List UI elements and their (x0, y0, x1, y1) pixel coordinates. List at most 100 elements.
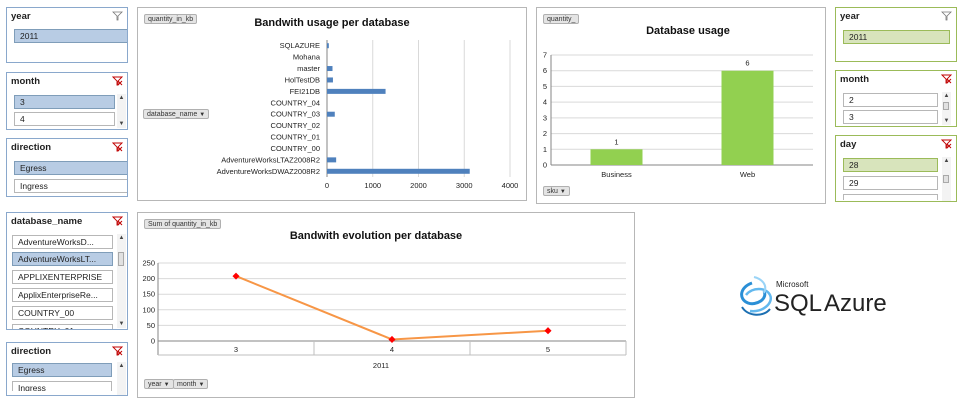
row-field-button[interactable]: sku ▼ (543, 186, 570, 196)
slicer-title: month (11, 76, 41, 87)
clear-filter-icon[interactable] (941, 74, 952, 84)
bar (327, 168, 470, 174)
x-tick-label: 3000 (456, 181, 473, 190)
slicer-item[interactable]: AdventureWorksLT... (12, 252, 113, 266)
clear-filter-icon[interactable] (941, 139, 952, 149)
slicer-item[interactable]: 2 (843, 93, 938, 107)
slicer-item[interactable]: Ingress (14, 179, 127, 193)
y-tick-label: COUNTRY_03 (271, 110, 320, 119)
slicer-direction-bottom: direction Egress Ingress ▲ (6, 342, 128, 396)
slicer-item[interactable]: AdventureWorksD... (12, 235, 113, 249)
slicer-item[interactable] (843, 194, 938, 200)
evolution-chart[interactable]: Sum of quantity_in_kb Bandwith evolution… (137, 212, 635, 398)
scroll-thumb[interactable] (118, 252, 124, 266)
slicer-item[interactable]: 2011 (14, 29, 127, 43)
scroll-up-arrow-icon[interactable]: ▲ (118, 363, 125, 369)
scroll-down-arrow-icon[interactable]: ▼ (118, 321, 125, 327)
azure-swirl-icon (740, 276, 773, 316)
slicer-month: month 3 4 ▲ ▼ (6, 72, 128, 130)
x-tick-label: 3 (234, 345, 238, 354)
slicer-item[interactable]: 29 (843, 176, 938, 190)
y-tick-label: AdventureWorksLTAZ2008R2 (221, 155, 320, 164)
slicer-scrollbar[interactable]: ▲ ▼ (117, 234, 126, 328)
scroll-up-arrow-icon[interactable]: ▲ (118, 95, 125, 101)
slicer-scrollbar[interactable]: ▲ ▼ (117, 94, 126, 128)
y-tick-label: COUNTRY_00 (271, 144, 320, 153)
slicer-item[interactable]: 3 (843, 110, 938, 124)
y-tick-label: 50 (147, 321, 155, 330)
y-tick-label: 0 (543, 161, 547, 170)
bandwidth-plot: 0 1000 2000 3000 4000 SQLAZURE Mohana master Hol… (217, 40, 519, 190)
slicer-item[interactable]: APPLIXENTERPRISE (12, 270, 113, 284)
usage-plot: 0 1 2 3 4 5 6 7 1 Business 6 Web (543, 51, 813, 179)
value-field-button[interactable]: quantity_ (543, 14, 580, 24)
slicer-item[interactable]: 28 (843, 158, 938, 172)
slicer-item[interactable]: Egress (12, 363, 112, 377)
y-tick-label: 1 (543, 145, 547, 154)
value-field-button[interactable]: Sum of quantity_in_kb (144, 219, 222, 229)
clear-filter-icon[interactable] (941, 11, 952, 21)
slicer-item[interactable]: 2011 (843, 30, 950, 44)
scroll-thumb[interactable] (943, 102, 949, 110)
bar (327, 88, 386, 94)
field-label: sku (547, 188, 558, 195)
x-tick-label: Web (740, 170, 755, 179)
chart-title: Database usage (646, 25, 730, 37)
scroll-down-arrow-icon[interactable]: ▼ (118, 121, 125, 127)
slicer-item[interactable]: COUNTRY_01 (12, 324, 113, 329)
slicer-day-right: day 28 29 ▲ (835, 135, 957, 202)
data-point (388, 335, 396, 343)
slicer-item[interactable]: 3 (14, 95, 115, 109)
series-line (235, 275, 549, 341)
axis-field-button-month[interactable]: month ▼ (173, 379, 209, 389)
slicer-title: year (11, 11, 31, 22)
y-tick-label: 5 (543, 82, 547, 91)
clear-filter-icon[interactable] (112, 11, 123, 21)
x-group-label: 2011 (373, 361, 389, 370)
data-point (232, 272, 240, 280)
y-tick-label: 0 (151, 337, 155, 346)
bar (327, 43, 329, 49)
sql-azure-logo: Microsoft SQL Azure (738, 273, 898, 323)
slicer-year: year 2011 (6, 7, 128, 63)
field-label: quantity_in_kb (148, 16, 194, 23)
slicer-item[interactable]: Ingress (12, 381, 112, 391)
row-field-button[interactable]: database_name ▼ (143, 109, 210, 119)
slicer-scrollbar[interactable]: ▲ (117, 362, 126, 395)
scroll-up-arrow-icon[interactable]: ▲ (118, 235, 125, 241)
slicer-scrollbar[interactable]: ▲ ▼ (942, 92, 951, 125)
slicer-title: database_name (11, 216, 83, 227)
slicer-title: month (840, 74, 870, 85)
database-usage-chart[interactable]: quantity_ Database usage sku ▼ 0 1 2 3 4 5 6 7 1 B… (536, 7, 826, 204)
y-tick-label: COUNTRY_01 (271, 133, 320, 142)
scroll-up-arrow-icon[interactable]: ▲ (943, 93, 950, 99)
x-tick-label: 4000 (502, 181, 519, 190)
slicer-month-right: month 2 3 ▲ ▼ (835, 70, 957, 127)
slicer-item[interactable]: ApplixEnterpriseRe... (12, 288, 113, 302)
value-field-button[interactable]: quantity_in_kb (144, 14, 198, 24)
bandwidth-chart[interactable]: quantity_in_kb Bandwith usage per databa… (137, 7, 527, 201)
clear-filter-icon[interactable] (112, 346, 123, 356)
slicer-item[interactable]: 4 (14, 112, 115, 126)
field-label: Sum of quantity_in_kb (148, 221, 218, 228)
slicer-scrollbar[interactable]: ▲ (942, 157, 951, 201)
scroll-thumb[interactable] (943, 175, 949, 183)
slicer-item[interactable]: COUNTRY_00 (12, 306, 113, 320)
clear-filter-icon[interactable] (112, 142, 123, 152)
clear-filter-icon[interactable] (112, 216, 123, 226)
slicer-item[interactable]: Egress (14, 161, 127, 175)
slicer-year-right: year 2011 (835, 7, 957, 62)
field-label: quantity_ (547, 16, 576, 23)
scroll-up-arrow-icon[interactable]: ▲ (943, 158, 950, 164)
y-tick-label: HolTestDB (285, 75, 320, 84)
logo-azure-text: Azure (824, 290, 887, 317)
y-tick-label: 6 (543, 66, 547, 75)
logo-vendor-text: Microsoft (776, 280, 809, 289)
scroll-down-arrow-icon[interactable]: ▼ (943, 118, 950, 124)
clear-filter-icon[interactable] (112, 76, 123, 86)
slicer-title: year (840, 11, 860, 22)
bar (327, 111, 335, 117)
bar (327, 66, 333, 72)
x-tick-label: 4 (390, 345, 394, 354)
y-tick-label: 250 (142, 259, 155, 268)
